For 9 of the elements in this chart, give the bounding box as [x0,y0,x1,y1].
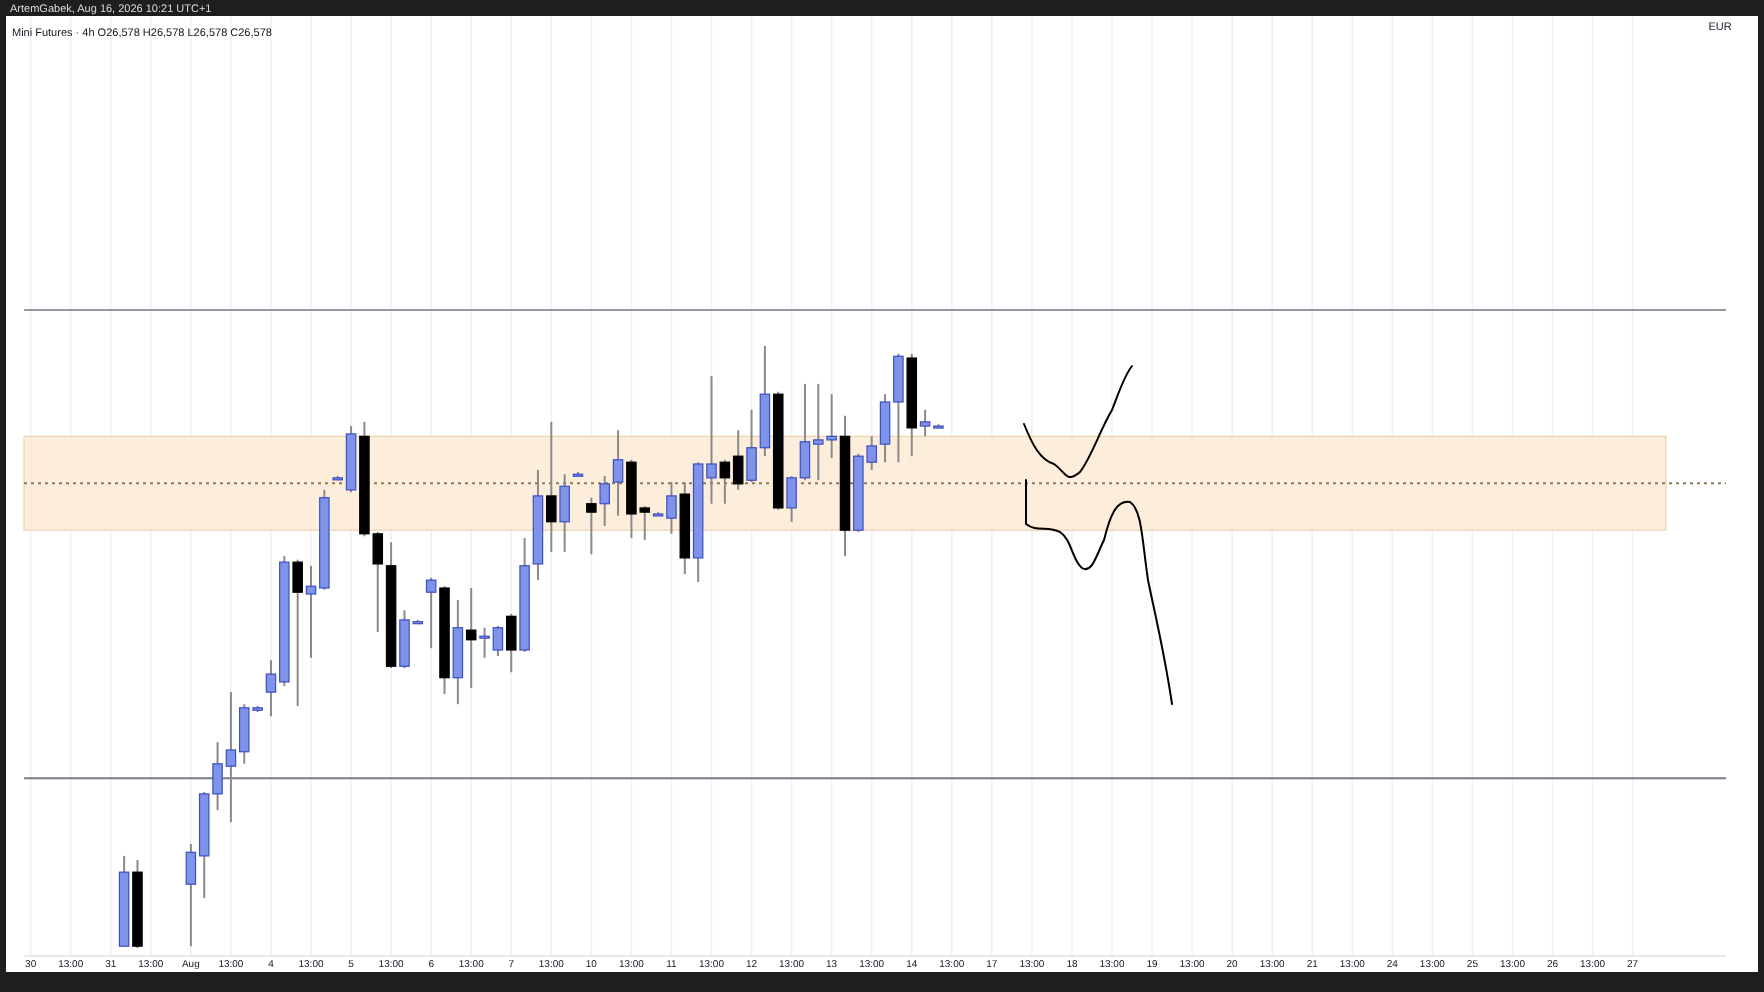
candlestick [586,496,597,556]
candlestick [505,612,517,674]
candlestick [599,475,610,527]
candlestick [546,420,557,553]
candlestick [465,587,477,689]
candlestick [612,429,624,517]
candlestick [559,473,570,553]
candlestick [425,576,437,650]
candlestick [292,558,303,707]
